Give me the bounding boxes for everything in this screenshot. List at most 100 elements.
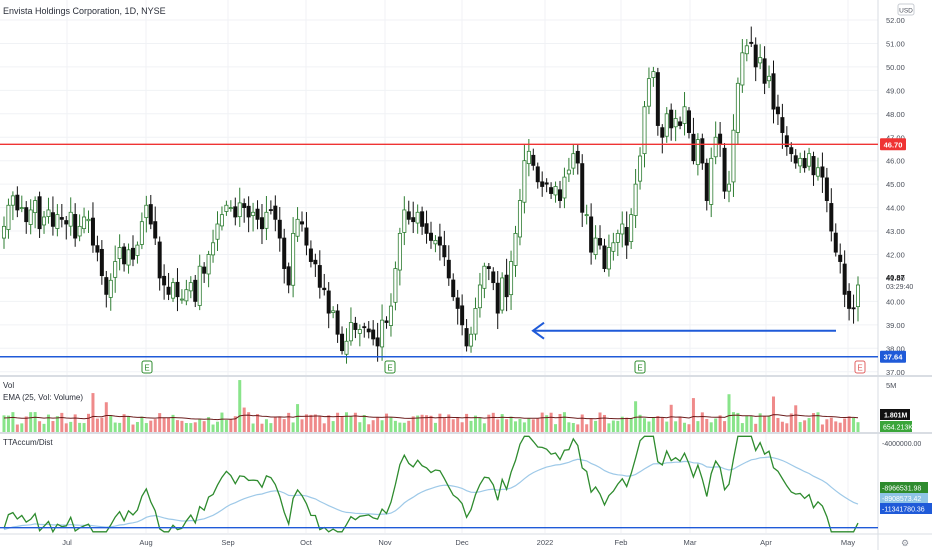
resistance-price-tag: [880, 138, 906, 151]
candle-up: [606, 247, 611, 270]
volume-bar-up: [380, 420, 384, 432]
volume-bar-down: [153, 419, 157, 432]
volume-bar-up: [611, 420, 615, 432]
volume-bar-up: [433, 422, 437, 432]
volume-bar-up: [216, 421, 219, 432]
candle-up: [19, 207, 24, 210]
volume-bar-down: [505, 419, 509, 432]
price-tick-label: 40.00: [886, 297, 905, 306]
candle-up: [593, 237, 598, 256]
volume-bar-up: [807, 418, 811, 432]
candle-up: [55, 214, 60, 229]
volume-bar-up: [647, 421, 651, 432]
volume-bar-down: [780, 421, 784, 432]
volume-bar-down: [367, 424, 371, 432]
candle-up: [727, 183, 732, 192]
volume-bar-up: [767, 415, 771, 432]
volume-bar-down: [327, 415, 331, 432]
candle-down: [491, 271, 496, 284]
candle-down: [148, 204, 153, 225]
candle-up: [28, 209, 33, 225]
candle-up: [642, 106, 647, 155]
volume-bar-down: [438, 413, 442, 432]
volume-bar-down: [718, 415, 722, 432]
volume-bar-up: [740, 423, 744, 432]
volume-bar-down: [660, 417, 664, 432]
candle-up: [126, 249, 131, 266]
candle-down: [464, 328, 469, 347]
volume-bar-up: [527, 418, 531, 432]
candle-down: [780, 117, 785, 133]
earnings-marker-upcoming: E: [854, 360, 866, 374]
volume-bar-down: [60, 412, 64, 432]
candle-up: [509, 261, 514, 296]
candle-down: [122, 246, 127, 265]
volume-bar-down: [447, 414, 451, 432]
volume-bar-down: [287, 412, 291, 432]
earnings-marker: E: [634, 360, 646, 374]
price-tick-label: 45.00: [886, 180, 905, 189]
candle-up: [357, 329, 362, 334]
volume-bar-up: [109, 415, 113, 432]
candle-up: [611, 242, 616, 252]
candle-down: [820, 166, 825, 178]
candle-up: [713, 136, 718, 158]
candle-down: [669, 109, 674, 129]
volume-bar-up: [478, 417, 482, 432]
candle-down: [255, 208, 260, 220]
volume-bar-up: [852, 417, 856, 432]
candle-down: [130, 247, 135, 260]
candle-down: [446, 259, 451, 279]
candle-down: [59, 217, 64, 220]
candle-down: [268, 209, 273, 211]
accum-value-tag: [880, 482, 928, 493]
volume-bar-down: [104, 402, 108, 432]
volume-bar-up: [714, 418, 718, 432]
candle-down: [273, 205, 278, 220]
candle-up: [184, 289, 189, 302]
candle-up: [113, 261, 118, 278]
candle-down: [242, 203, 247, 209]
volume-bar-up: [29, 412, 33, 432]
volume-bar-up: [389, 417, 393, 432]
volume-bar-down: [411, 416, 415, 432]
chart-title: Envista Holdings Corporation, 1D, NYSE: [3, 6, 166, 16]
support-price-label: 37.64: [884, 353, 904, 362]
candle-up: [709, 157, 714, 205]
volume-bar-down: [24, 416, 28, 432]
volume-bar-up: [251, 423, 255, 432]
volume-bar-down: [460, 422, 464, 432]
volume-bar-down: [385, 413, 389, 432]
volume-bar-up: [620, 416, 624, 432]
volume-bar-up: [607, 423, 611, 432]
accum-tick-label: -4000000.00: [882, 441, 921, 448]
candle-up: [86, 218, 91, 222]
volume-bar-up: [554, 424, 558, 432]
volume-bar-up: [469, 420, 473, 432]
accum-ma-value-tag: [880, 493, 928, 503]
time-tick-label: Sep: [221, 538, 234, 547]
volume-bar-down: [229, 419, 233, 432]
candle-down: [775, 106, 780, 115]
volume-bar-up: [11, 412, 15, 432]
volume-bar-down: [847, 416, 851, 432]
candle-up: [651, 71, 656, 78]
candle-down: [353, 322, 358, 330]
volume-bar-down: [442, 418, 446, 432]
earnings-label: E: [637, 364, 642, 373]
candle-down: [838, 254, 843, 262]
candle-up: [433, 240, 438, 245]
candle-up: [807, 153, 812, 167]
candle-up: [553, 186, 558, 196]
earnings-label: E: [387, 364, 392, 373]
candle-up: [473, 308, 478, 335]
earnings-badge: [634, 360, 646, 374]
volume-bar-down: [247, 412, 251, 432]
volume-bar-up: [211, 424, 215, 432]
candle-down: [193, 279, 198, 302]
volume-bar-up: [296, 404, 300, 432]
volume-bar-up: [198, 419, 202, 432]
candle-down: [246, 205, 251, 218]
